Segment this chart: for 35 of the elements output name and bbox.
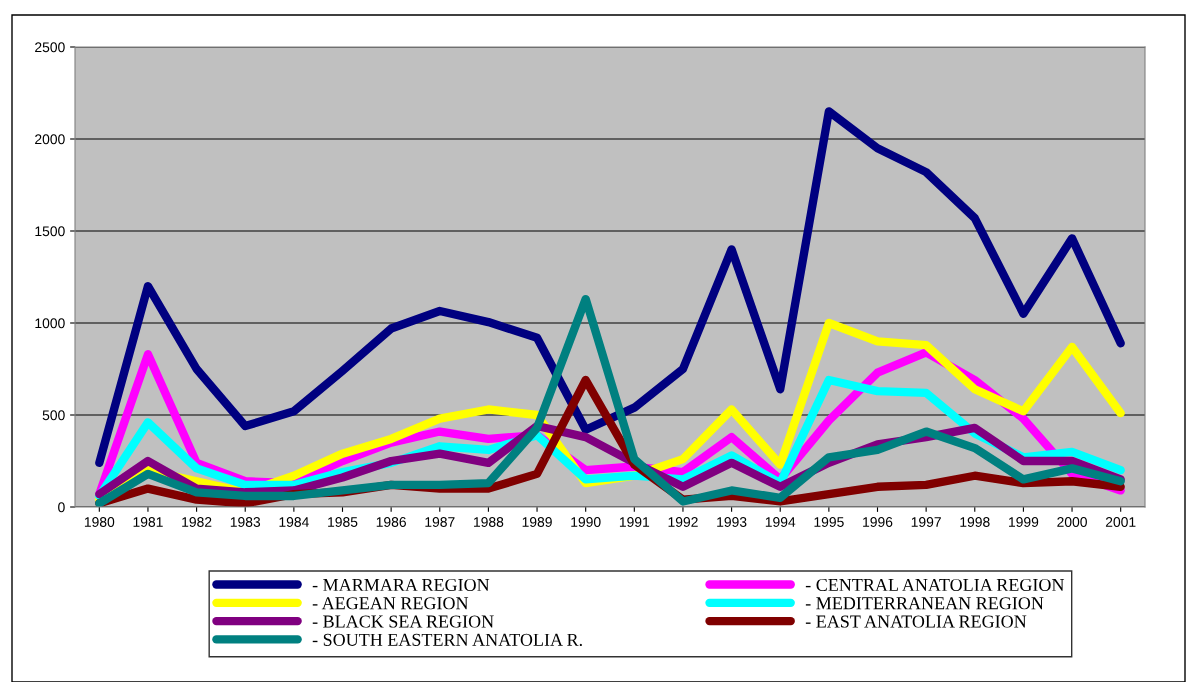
y-tick-label: 500 xyxy=(42,410,65,421)
x-tick-label: 1997 xyxy=(911,517,941,527)
legend-label: - SOUTH EASTERN ANATOLIA R. xyxy=(312,633,582,646)
x-tick-label: 2000 xyxy=(1057,517,1087,527)
y-tick-label: 2500 xyxy=(35,42,65,53)
x-tick-label: 1996 xyxy=(863,517,893,527)
x-tick-label: 1980 xyxy=(84,517,115,527)
x-tick-label: 2001 xyxy=(1105,517,1136,527)
legend-label: - BLACK SEA REGION xyxy=(312,615,494,628)
x-tick-label: 1988 xyxy=(474,517,504,527)
x-tick-label: 1991 xyxy=(619,517,650,527)
x-tick-label: 1992 xyxy=(668,517,698,527)
x-tick-label: 1995 xyxy=(814,517,844,527)
legend-label: - AEGEAN REGION xyxy=(312,597,469,610)
x-tick-label: 1985 xyxy=(328,517,358,527)
y-tick-label: 1000 xyxy=(35,318,65,329)
legend-label: - CENTRAL ANATOLIA REGION xyxy=(805,578,1065,592)
x-tick-label: 1981 xyxy=(133,517,163,527)
x-tick-label: 1983 xyxy=(230,517,261,527)
x-tick-label: 1994 xyxy=(765,517,796,527)
y-tick-label: 1500 xyxy=(35,226,65,237)
x-tick-label: 1982 xyxy=(182,517,212,527)
x-tick-label: 1987 xyxy=(425,517,455,527)
legend-label: - EAST ANATOLIA REGION xyxy=(805,615,1027,628)
x-tick-label: 1986 xyxy=(376,517,406,527)
x-tick-label: 1999 xyxy=(1009,517,1039,527)
x-tick-label: 1984 xyxy=(279,517,309,527)
y-tick-label: 2000 xyxy=(35,134,65,145)
legend-label: - MARMARA REGION xyxy=(312,578,490,592)
x-tick-label: 1990 xyxy=(571,517,601,527)
legend-label: - MEDITERRANEAN REGION xyxy=(805,597,1044,610)
x-tick-label: 1989 xyxy=(522,517,552,527)
x-tick-label: 1993 xyxy=(717,517,747,527)
y-tick-label: 0 xyxy=(58,502,65,513)
x-tick-label: 1998 xyxy=(960,517,990,527)
